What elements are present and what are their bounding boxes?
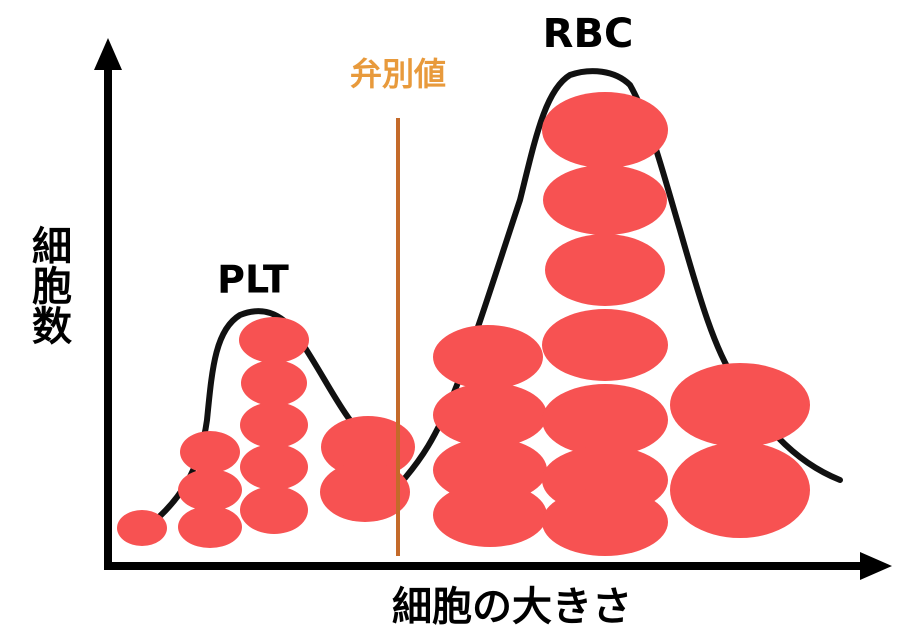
y-axis-arrow	[94, 38, 122, 70]
cell	[433, 383, 547, 447]
cell	[542, 92, 668, 168]
cell	[433, 325, 543, 389]
plt-label: PLT	[217, 258, 289, 302]
cell	[240, 444, 308, 490]
cell	[542, 309, 668, 381]
threshold-label: 弁別値	[350, 55, 446, 93]
cell	[543, 165, 667, 235]
cell	[241, 360, 307, 406]
cell	[178, 506, 242, 548]
cell	[433, 483, 547, 547]
cell	[670, 363, 810, 447]
cell	[433, 438, 547, 502]
cell	[542, 488, 668, 556]
x-axis-label: 細胞の大きさ	[392, 584, 632, 630]
y-axis-label: 細胞数	[25, 225, 72, 345]
rbc-label: RBC	[543, 11, 634, 57]
cell	[240, 486, 308, 534]
cells	[117, 92, 810, 556]
cell	[240, 402, 308, 448]
cell	[545, 234, 665, 306]
cell	[117, 510, 167, 546]
cell	[321, 416, 415, 478]
cell	[180, 431, 240, 473]
x-axis-arrow	[860, 552, 892, 580]
cell	[670, 442, 810, 538]
cell	[320, 462, 410, 522]
cell	[239, 317, 309, 363]
cell	[178, 469, 242, 511]
cell	[542, 384, 668, 456]
